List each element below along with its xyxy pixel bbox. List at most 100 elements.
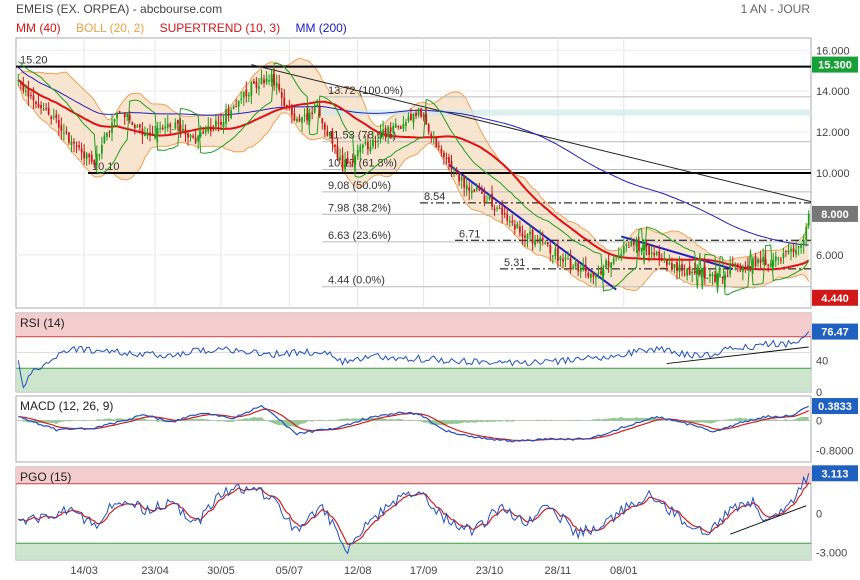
candle-body: [802, 240, 805, 245]
candle-body: [425, 113, 428, 125]
candle-body: [587, 272, 590, 277]
candle-body: [405, 122, 407, 126]
candle-body: [612, 258, 615, 264]
candle-body: [470, 190, 473, 194]
candle-body: [726, 275, 729, 277]
candle-body: [529, 231, 531, 235]
current-price-tag-label: 8.000: [821, 209, 849, 221]
candle-body: [711, 274, 714, 277]
price-ytick-label: 14.000: [816, 86, 850, 98]
candle-body: [686, 268, 689, 276]
candle-body: [179, 124, 182, 133]
candle-body: [673, 264, 676, 269]
candle-body: [709, 273, 711, 277]
candle-body: [557, 247, 559, 262]
price-ytick-label: 12.000: [816, 127, 850, 139]
candle-body: [227, 108, 230, 117]
legend-ma40: MM (40): [16, 21, 61, 35]
candle-body: [280, 92, 283, 98]
candle-body: [374, 141, 377, 143]
candle-body: [762, 256, 765, 263]
candle-body: [382, 129, 384, 133]
candle-body: [534, 239, 536, 245]
candle-body: [68, 132, 70, 143]
pgo-panel-title: PGO (15): [20, 470, 71, 484]
candle-body: [683, 273, 686, 275]
level-label: 5.31: [504, 257, 525, 269]
rsi-panel-title: RSI (14): [20, 316, 65, 330]
candle-body: [757, 259, 759, 264]
candle-body: [283, 97, 286, 107]
candle-body: [660, 260, 663, 262]
candle-body: [318, 106, 321, 116]
macd-ytick-label: -0.8000: [816, 446, 853, 458]
candle-body: [589, 273, 592, 278]
candle-body: [308, 112, 311, 122]
candle-body: [777, 257, 780, 259]
candle-body: [640, 247, 643, 252]
macd-ytick-label: 0: [816, 416, 822, 428]
candle-body: [460, 177, 463, 181]
level-label: 6.71: [459, 228, 480, 240]
candle-body: [106, 132, 108, 137]
candle-body: [448, 156, 450, 164]
candle-body: [463, 175, 466, 188]
last-price-tag-bg: [812, 56, 858, 73]
candle-body: [417, 108, 420, 116]
candle-body: [62, 132, 65, 134]
candle-body: [349, 162, 352, 164]
low-price-tag-bg: [812, 289, 858, 306]
pgo-value-tag-label: 3.113: [822, 468, 849, 480]
rsi-value-tag-bg: [812, 323, 858, 340]
candle-body: [706, 277, 709, 279]
candle-body: [430, 133, 433, 137]
candle-body: [364, 142, 367, 144]
candle-body: [506, 214, 509, 221]
candle-body: [133, 124, 136, 129]
candle-body: [473, 189, 476, 192]
candle-body: [146, 132, 149, 136]
candle-body: [156, 128, 159, 135]
candle-body: [323, 123, 326, 130]
candle-body: [399, 126, 402, 129]
price-ytick-label: 6.000: [816, 250, 844, 262]
candle-body: [577, 263, 580, 272]
candle-body: [767, 264, 770, 266]
fibonacci-zone: [322, 109, 811, 116]
legend-ma200: MM (200): [295, 21, 347, 35]
candle-body: [55, 114, 58, 119]
candle-body: [131, 122, 134, 125]
candle-body: [24, 90, 27, 92]
candle-body: [531, 229, 534, 244]
level-label: 8.54: [424, 191, 445, 203]
candle-body: [149, 132, 151, 136]
candle-body: [75, 145, 78, 147]
candle-body: [562, 258, 564, 262]
candle-body: [574, 262, 577, 268]
candle-body: [268, 80, 270, 82]
candle-body: [70, 141, 73, 146]
x-axis-tick-label: 14/03: [70, 565, 98, 577]
candle-body: [73, 141, 75, 144]
fibonacci-label: 4.44 (0.0%): [328, 275, 385, 287]
current-price-tag: 8.000: [812, 205, 858, 222]
candle-body: [714, 274, 716, 282]
candle-body: [346, 157, 349, 164]
candle-body: [653, 253, 656, 256]
last-price-tag: 15.300: [812, 56, 858, 73]
candle-body: [144, 134, 146, 137]
candle-body: [536, 240, 539, 242]
candle-body: [242, 91, 245, 98]
candle-body: [410, 114, 412, 121]
candle-body: [275, 82, 278, 88]
candle-body: [270, 73, 273, 82]
candle-body: [478, 188, 481, 191]
candle-body: [245, 89, 248, 97]
candle-body: [182, 128, 184, 132]
candle-body: [95, 153, 98, 166]
candle-body: [498, 207, 501, 209]
candle-body: [465, 184, 468, 190]
candle-body: [212, 128, 215, 130]
x-axis-tick-label: 30/05: [207, 565, 235, 577]
